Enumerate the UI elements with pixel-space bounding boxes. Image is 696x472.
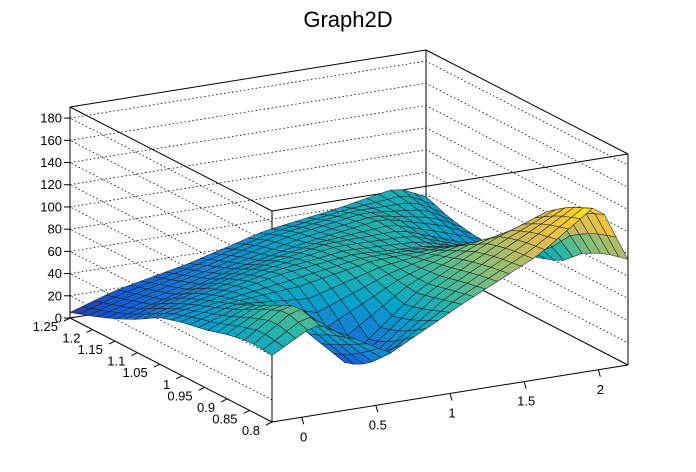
y-tick-label: 0.85: [212, 411, 237, 426]
y-tick-label: 1: [163, 377, 170, 392]
z-grid-line-left: [69, 117, 273, 223]
z-tick-label: 120: [40, 177, 62, 192]
y-tick: [220, 398, 228, 403]
x-tick-label: 1.5: [517, 394, 535, 409]
surface-cell: [262, 340, 285, 356]
x-tick-label: 2: [597, 382, 604, 397]
y-tick-label: 0.95: [167, 388, 192, 403]
y-tick: [153, 363, 161, 368]
y-tick-label: 1.25: [33, 319, 58, 334]
y-axis-line: [69, 317, 273, 423]
z-tick-label: 80: [48, 222, 62, 237]
z-tick-label: 180: [40, 111, 62, 126]
x-tick-label: 1: [448, 406, 455, 421]
x-tick-label: 0: [300, 429, 307, 444]
frame-edge: [271, 153, 629, 212]
y-tick: [265, 421, 273, 426]
chart-axes: 0204060801001201401601800.80.850.90.9511…: [33, 107, 629, 444]
frame-edge: [69, 49, 427, 108]
z-grid-line-left: [69, 273, 273, 378]
y-tick: [108, 340, 116, 345]
z-grid-line-left: [69, 206, 273, 312]
surface-plot: [69, 189, 629, 365]
y-tick: [243, 409, 250, 414]
frame-edge: [425, 49, 629, 155]
z-tick-label: 0: [55, 311, 62, 326]
y-tick-label: 1.05: [122, 365, 147, 380]
z-grid-line-left: [69, 251, 273, 356]
y-tick-label: 1.15: [78, 342, 103, 357]
z-tick-label: 160: [40, 133, 62, 148]
frame-edge: [69, 106, 273, 212]
z-tick-label: 40: [48, 266, 62, 281]
z-grid-line-left: [69, 162, 273, 267]
y-tick: [131, 352, 138, 357]
y-tick-label: 1.2: [62, 331, 80, 346]
z-grid-line-left: [69, 228, 273, 334]
z-tick-label: 60: [48, 244, 62, 259]
y-tick: [198, 386, 205, 391]
z-grid-line-left: [69, 139, 273, 245]
y-tick-label: 1.1: [107, 354, 125, 369]
x-tick: [301, 417, 305, 425]
y-tick-label: 0.8: [242, 423, 260, 438]
x-tick: [375, 405, 379, 413]
y-tick: [63, 317, 71, 322]
y-tick: [86, 329, 93, 334]
x-tick-label: 0.5: [369, 417, 387, 432]
x-tick: [597, 369, 601, 377]
y-tick: [175, 375, 183, 380]
z-tick-label: 20: [48, 288, 62, 303]
z-tick-label: 140: [40, 155, 62, 170]
chart-title: Graph2D: [303, 7, 392, 32]
z-grid-line-left: [69, 184, 273, 290]
z-tick-label: 100: [40, 199, 62, 214]
y-tick-label: 0.9: [197, 400, 215, 415]
x-tick: [449, 393, 453, 401]
x-tick: [523, 381, 527, 389]
